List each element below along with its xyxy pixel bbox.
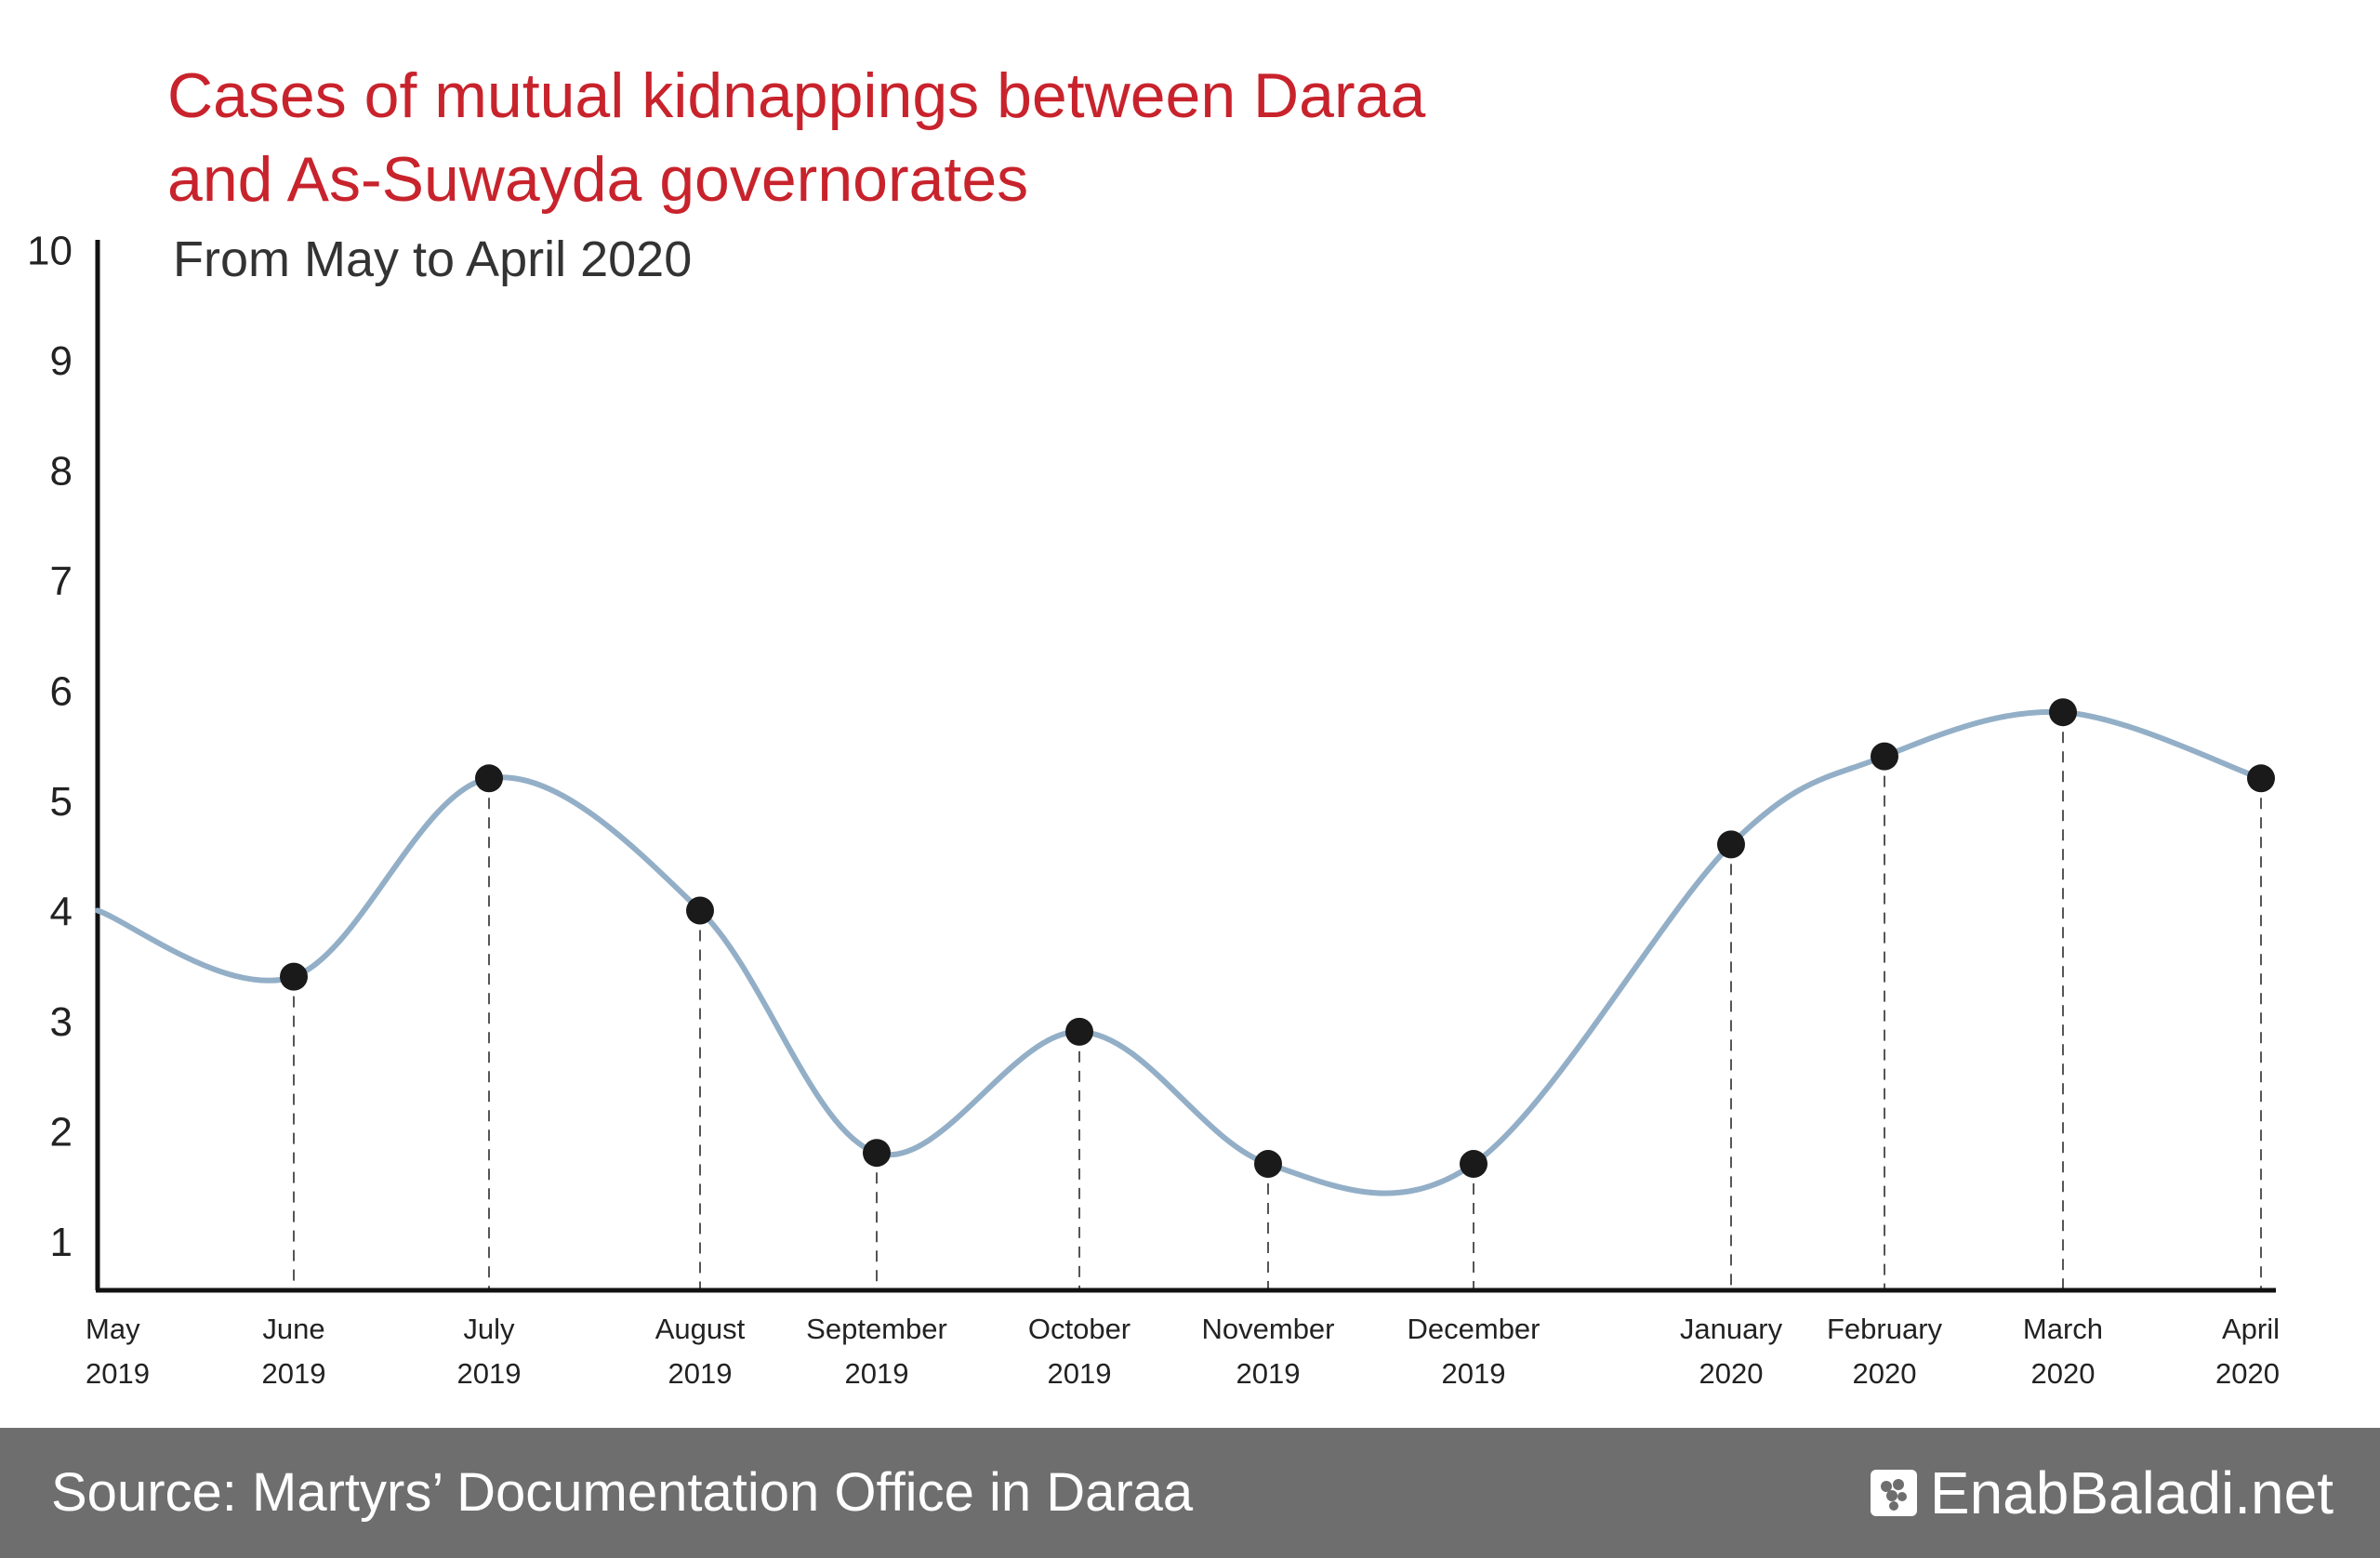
- y-tick-label: 7: [50, 559, 73, 604]
- x-tick-label-month: July: [463, 1313, 515, 1345]
- x-tick-label-month: September: [806, 1313, 947, 1345]
- series-line: [95, 708, 2264, 1196]
- series-line-group: [95, 708, 2264, 1196]
- x-tick-label-month: April: [2222, 1313, 2280, 1345]
- chart-title-line-2: and As-Suwayda governorates: [167, 144, 1029, 215]
- x-tick-label-year: 2020: [1699, 1357, 1764, 1390]
- x-tick-label-year: 2019: [1236, 1357, 1301, 1390]
- x-tick-label-month: November: [1202, 1313, 1335, 1345]
- data-point: [280, 962, 308, 991]
- y-tick-label: 2: [50, 1110, 73, 1155]
- data-point: [1254, 1150, 1282, 1179]
- data-point: [1460, 1150, 1488, 1179]
- x-tick-label-month: October: [1028, 1313, 1130, 1345]
- x-tick-label-year: 2020: [1853, 1357, 1917, 1390]
- drop-lines: [293, 712, 2262, 1290]
- y-tick-label: 4: [50, 890, 73, 935]
- x-tick-label-month: December: [1408, 1313, 1540, 1345]
- y-tick-label: 10: [27, 229, 73, 274]
- y-tick-label: 1: [50, 1220, 73, 1265]
- y-tick-label: 9: [50, 338, 73, 384]
- x-tick-label-month: August: [655, 1313, 746, 1345]
- x-tick-label-year: 2019: [845, 1357, 909, 1390]
- x-tick-label-year: 2020: [2031, 1357, 2096, 1390]
- data-point-markers: [280, 698, 2275, 1179]
- x-tick-label-year: 2020: [2215, 1357, 2280, 1390]
- chart-title-line-1: Cases of mutual kidnappings between Dara…: [167, 60, 1426, 131]
- chart-title: Cases of mutual kidnappings between Dara…: [167, 54, 1425, 221]
- data-point: [2247, 764, 2275, 793]
- x-tick-label-year: 2019: [262, 1357, 326, 1390]
- chart-axes: [95, 240, 2276, 1293]
- source-note: Source: Martyrs’ Documentation Office in…: [51, 1462, 1194, 1523]
- data-point: [1871, 742, 1898, 771]
- y-tick-label: 8: [50, 449, 73, 495]
- y-tick-label: 3: [50, 999, 73, 1045]
- data-point: [475, 764, 503, 793]
- x-tick-label-month: March: [2023, 1313, 2103, 1345]
- brand-name: EnabBaladi.net: [1929, 1459, 2334, 1526]
- x-tick-label-month: January: [1680, 1313, 1783, 1345]
- line-chart: 1 2 3 4 5 6 7 8 9 10 May 2019 June 2019 July 2019 Augus…: [27, 229, 2280, 1391]
- x-tick-label-month: May: [86, 1313, 140, 1345]
- footer-bar: Source: Martyrs’ Documentation Office in…: [0, 1428, 2380, 1558]
- data-point: [686, 896, 714, 925]
- y-axis-ticks: 1 2 3 4 5 6 7 8 9 10: [27, 229, 73, 1266]
- x-tick-label-month: June: [262, 1313, 324, 1345]
- chart-subtitle: From May to April 2020: [173, 231, 693, 287]
- brand[interactable]: EnabBaladi.net: [1870, 1456, 2334, 1530]
- x-tick-label-month: February: [1827, 1313, 1943, 1345]
- data-point: [2049, 698, 2077, 727]
- x-tick-label-year: 2019: [86, 1357, 150, 1390]
- x-tick-label-year: 2019: [457, 1357, 522, 1390]
- x-tick-label-year: 2019: [668, 1357, 733, 1390]
- data-point: [1717, 830, 1745, 859]
- data-point: [863, 1139, 891, 1168]
- data-point: [1065, 1017, 1093, 1046]
- x-tick-label-year: 2019: [1442, 1357, 1506, 1390]
- y-tick-label: 6: [50, 669, 73, 715]
- x-tick-label-year: 2019: [1048, 1357, 1112, 1390]
- grape-logo-icon: [1870, 1470, 1917, 1516]
- y-tick-label: 5: [50, 779, 73, 825]
- x-axis-ticks: May 2019 June 2019 July 2019 August 2019 Septemb…: [86, 1313, 2280, 1390]
